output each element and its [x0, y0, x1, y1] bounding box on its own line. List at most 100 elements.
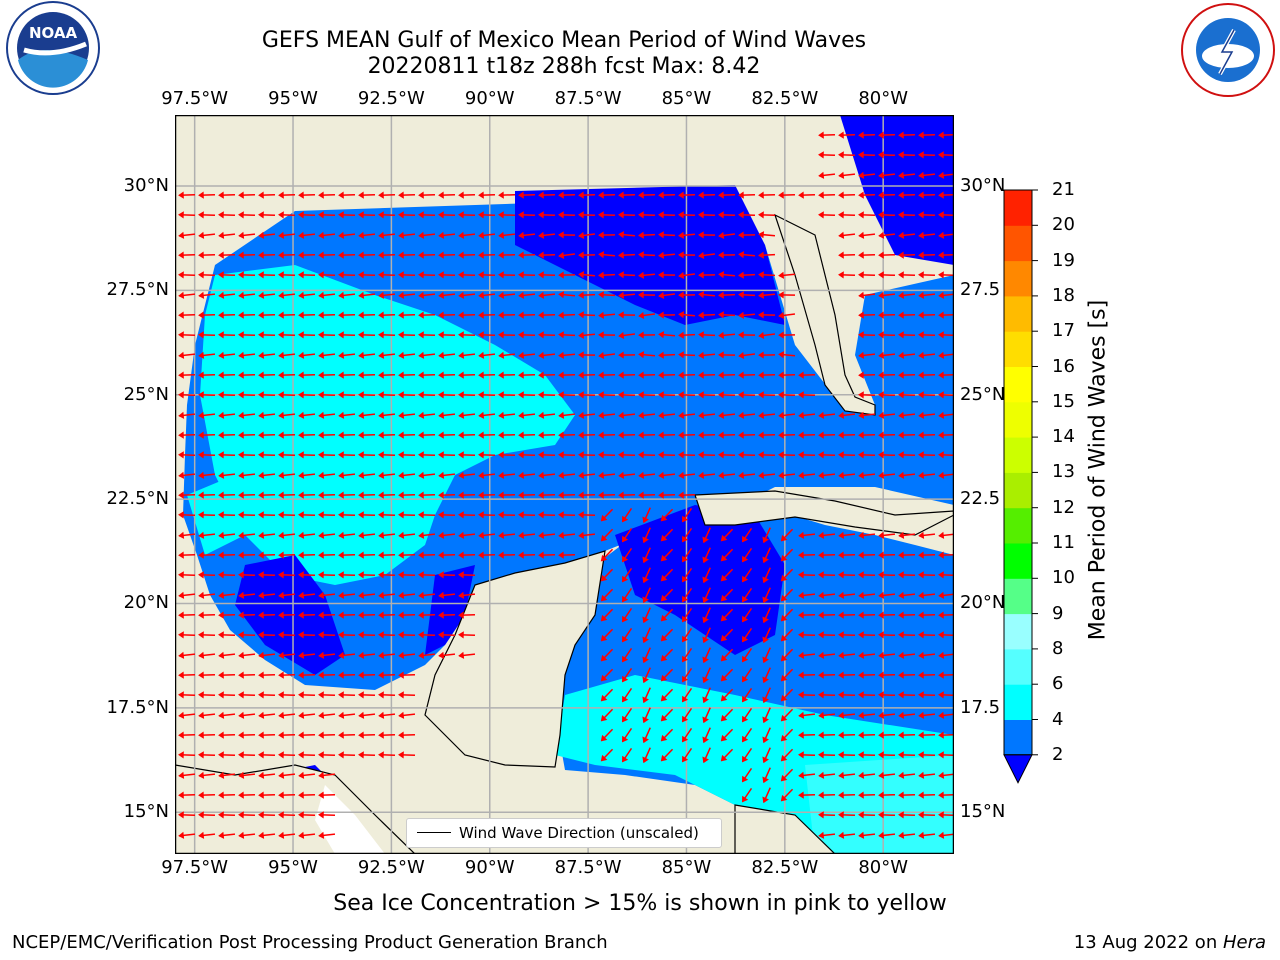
wind-arrow-head	[418, 651, 425, 659]
wind-arrow-head	[178, 631, 184, 639]
wind-arrow-head	[258, 691, 264, 699]
wind-arrow-head	[720, 714, 728, 722]
wind-arrow-head	[458, 391, 464, 399]
wind-arrow-head	[358, 231, 365, 239]
wind-arrow-head	[338, 211, 344, 219]
wind-arrow-head	[678, 271, 685, 279]
wind-arrow-head	[358, 391, 364, 399]
wind-arrow-head	[878, 271, 884, 279]
wind-arrow-head	[418, 231, 425, 239]
wind-arrow-head	[358, 551, 364, 559]
wind-arrow-head	[598, 371, 604, 379]
wind-arrow-head	[358, 651, 365, 659]
wind-arrow-head	[638, 391, 644, 399]
wind-arrow-head	[818, 431, 824, 439]
wind-arrow-head	[678, 211, 684, 219]
wind-arrow-head	[478, 211, 484, 219]
wind-arrow-head	[358, 251, 364, 259]
wind-arrow-head	[798, 531, 805, 539]
wind-arrow-head	[358, 751, 364, 759]
wind-arrow-head	[898, 771, 905, 779]
wind-arrow-head	[938, 171, 945, 179]
wind-arrow-head	[838, 171, 845, 179]
wind-arrow-head	[698, 451, 704, 459]
wind-arrow-head	[778, 391, 784, 399]
wind-arrow-head	[918, 191, 924, 199]
wind-arrow-head	[818, 171, 825, 179]
wind-arrow-head	[218, 331, 224, 339]
wind-arrow-head	[642, 636, 649, 644]
latitude-label: 17.5	[960, 696, 1001, 718]
wind-arrow-head	[278, 651, 285, 659]
wind-arrow-head	[698, 211, 704, 219]
wind-arrow-head	[780, 754, 788, 762]
wind-arrow-head	[838, 411, 845, 419]
wind-arrow-head	[358, 351, 365, 359]
wind-arrow-head	[858, 351, 865, 359]
wind-arrow-head	[538, 411, 545, 419]
wind-arrow-head	[338, 351, 345, 359]
wind-arrow-head	[238, 231, 245, 239]
wind-arrow-head	[238, 811, 244, 819]
wind-arrow-head	[298, 211, 304, 219]
wind-wave-map	[175, 115, 954, 854]
wind-arrow-head	[658, 431, 664, 439]
wind-arrow-head	[638, 311, 645, 319]
wind-arrow-head	[278, 491, 284, 499]
wind-arrow-head	[818, 651, 825, 659]
wind-arrow-head	[898, 731, 904, 739]
wind-arrow-head	[818, 551, 824, 559]
wind-arrow-head	[578, 291, 584, 299]
wind-arrow-head	[898, 831, 905, 839]
wind-arrow-head	[898, 291, 905, 299]
wind-arrow-head	[298, 531, 305, 539]
wind-arrow-head	[298, 811, 304, 819]
wind-arrow-head	[918, 771, 925, 779]
wind-arrow-head	[298, 231, 305, 239]
wind-arrow-head	[398, 611, 404, 619]
wind-arrow-head	[358, 371, 364, 379]
wind-arrow-head	[738, 431, 744, 439]
wind-arrow-head	[398, 271, 404, 279]
wind-arrow-head	[658, 331, 665, 339]
wind-arrow-head	[878, 211, 884, 219]
wind-arrow-head	[298, 711, 305, 719]
wind-arrow-head	[418, 531, 425, 539]
wind-arrow-head	[838, 211, 844, 219]
wind-arrow-head	[618, 451, 624, 459]
wind-arrow-head	[398, 671, 404, 679]
wind-arrow-head	[762, 636, 769, 644]
colorbar-tick-label: 11	[1052, 532, 1075, 553]
wind-arrow-head	[720, 594, 728, 602]
wind-arrow-head	[578, 211, 584, 219]
wind-arrow-head	[198, 371, 204, 379]
wind-arrow-head	[378, 431, 384, 439]
wind-arrow-head	[438, 211, 444, 219]
wind-arrow-head	[278, 271, 284, 279]
wind-arrow-head	[918, 791, 924, 799]
wind-arrow-head	[918, 551, 924, 559]
wind-arrow-head	[238, 751, 244, 759]
wind-arrow-head	[918, 211, 924, 219]
wind-arrow-head	[498, 471, 505, 479]
wind-arrow-head	[358, 731, 364, 739]
wind-arrow-head	[678, 351, 684, 359]
wind-arrow-head	[378, 491, 384, 499]
wind-arrow-head	[878, 811, 884, 819]
wind-arrow-head	[742, 775, 749, 783]
wind-arrow-head	[938, 371, 944, 379]
wind-arrow-head	[478, 431, 484, 439]
wind-arrow-head	[678, 291, 684, 299]
wind-arrow-head	[738, 191, 744, 199]
wind-arrow-head	[618, 191, 624, 199]
wind-arrow-head	[682, 515, 689, 523]
wind-arrow-head	[218, 671, 224, 679]
wind-arrow-head	[478, 331, 484, 339]
wind-arrow-head	[720, 654, 728, 662]
wind-arrow-head	[780, 794, 788, 802]
wind-arrow-head	[682, 695, 689, 703]
wind-arrow-head	[478, 391, 484, 399]
wind-arrow-head	[178, 351, 185, 359]
colorbar-tick-label: 14	[1052, 426, 1075, 448]
wind-arrow-head	[518, 231, 525, 239]
